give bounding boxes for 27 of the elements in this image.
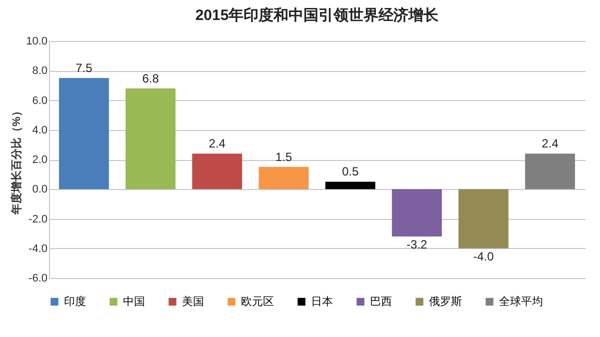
legend-label: 日本	[311, 294, 333, 308]
data-label: 0.5	[342, 164, 359, 179]
data-label: 1.5	[275, 150, 292, 164]
legend-label: 印度	[64, 294, 86, 308]
y-tick-label: -6.0	[28, 272, 48, 284]
y-tick-label: -4.0	[28, 242, 48, 255]
y-tick-label: 4.0	[32, 124, 48, 136]
legend-label: 美国	[182, 294, 204, 308]
data-label: 6.8	[142, 71, 160, 86]
data-label: -4.0	[473, 249, 494, 264]
chart-title: 2015年印度和中国引领世界经济增长	[195, 6, 440, 24]
y-axis-title: 年度增长百分比（%）	[10, 106, 24, 216]
y-tick-label: 0.0	[32, 184, 48, 196]
legend-label: 俄罗斯	[429, 294, 462, 308]
y-tick-label: 10.0	[26, 36, 48, 48]
y-tick-label: 6.0	[32, 94, 48, 107]
legend-label: 全球平均	[499, 294, 543, 308]
y-tick-label: 8.0	[32, 65, 48, 78]
data-label: 7.5	[76, 61, 93, 76]
legend-label: 巴西	[370, 296, 392, 308]
legend-label: 欧元区	[241, 296, 274, 308]
data-label: -3.2	[406, 238, 428, 252]
data-label: 2.4	[208, 136, 226, 151]
legend-label: 中国	[123, 294, 145, 308]
y-tick-label: 2.0	[32, 154, 48, 166]
y-tick-label: -2.0	[28, 213, 48, 226]
data-label: 2.4	[542, 136, 559, 151]
